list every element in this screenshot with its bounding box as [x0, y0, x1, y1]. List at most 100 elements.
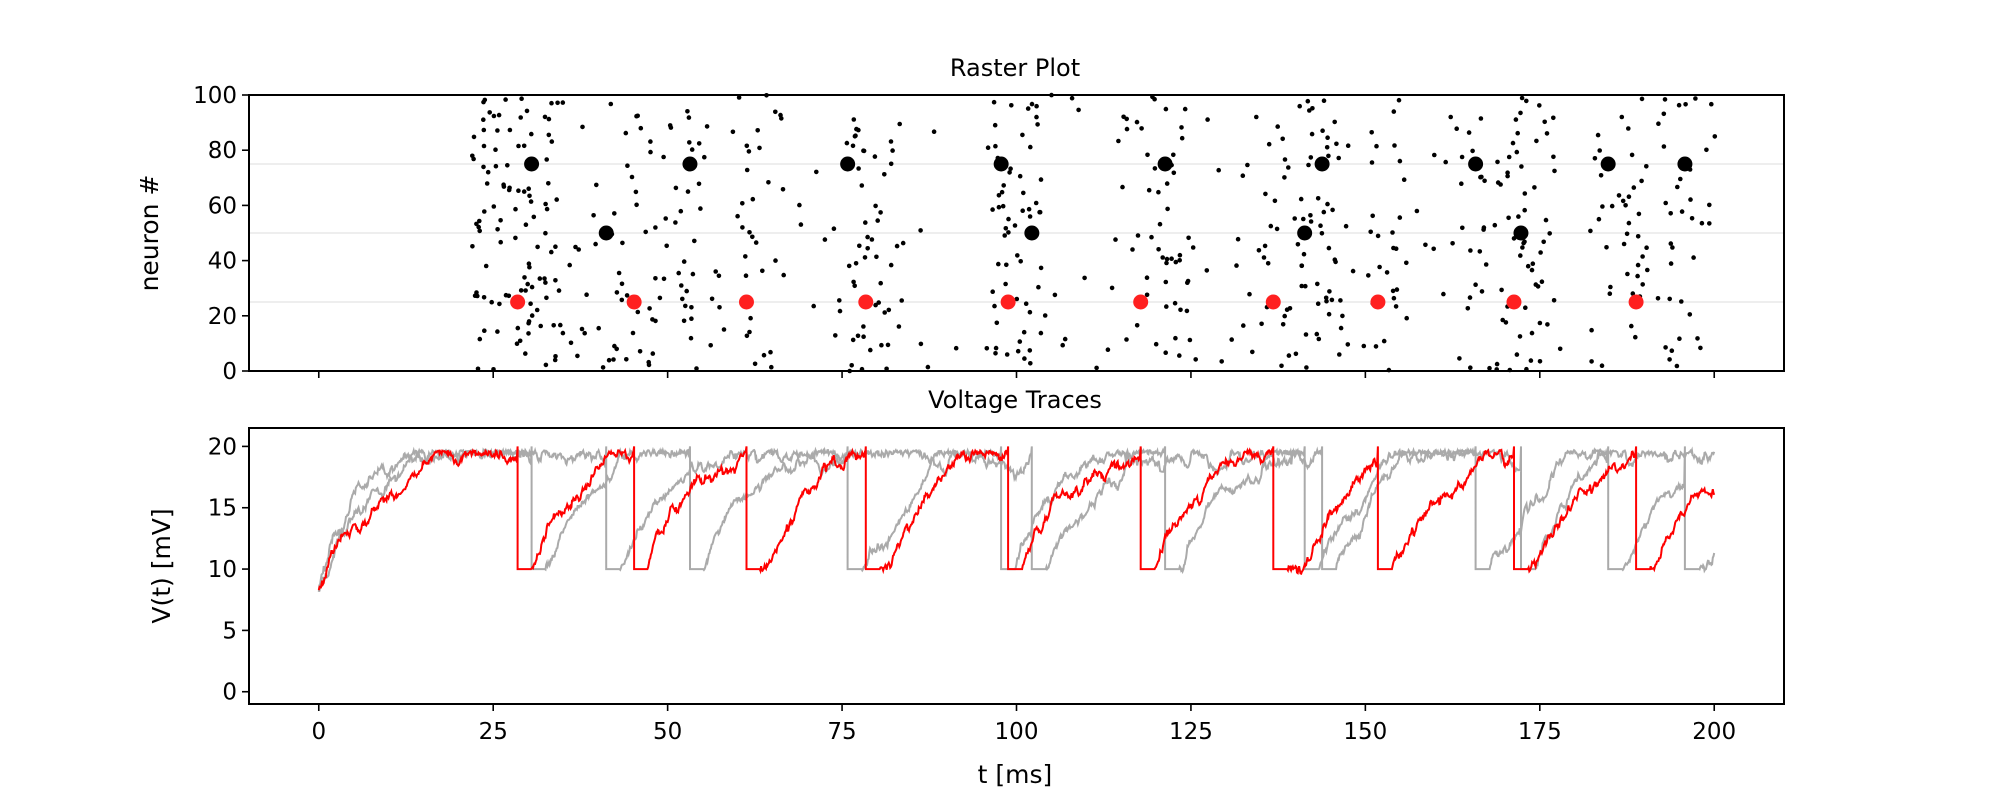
raster-dot-219: [884, 366, 889, 372]
raster-dot-226: [1396, 97, 1402, 103]
raster-dot-13: [882, 172, 887, 177]
raster-dot-102: [470, 244, 475, 249]
raster-dot-200: [1397, 158, 1403, 164]
raster-dot-710: [501, 184, 507, 189]
raster-dot-493: [498, 218, 503, 223]
raster-dot-560: [984, 346, 990, 351]
raster-dot-541: [493, 163, 499, 169]
highlight-spike-n75-4: [1157, 156, 1173, 172]
raster-dot-163: [875, 218, 880, 223]
raster-dot-419: [747, 329, 752, 335]
raster-dot-516: [993, 143, 998, 149]
raster-dot-51: [879, 342, 884, 348]
raster-dot-27: [1404, 260, 1409, 266]
raster-dot-644: [1003, 226, 1009, 231]
voltage-xtick-label-7: 175: [1518, 719, 1562, 745]
raster-dot-255: [1457, 356, 1462, 361]
voltage-title: Voltage Traces: [928, 386, 1102, 414]
raster-dot-463: [1343, 223, 1349, 229]
raster-dot-254: [543, 280, 548, 285]
raster-dot-626: [1460, 225, 1465, 231]
raster-dot-485: [1340, 313, 1345, 319]
raster-dot-56: [1552, 168, 1557, 174]
highlight-spike-n25-4: [1000, 294, 1016, 310]
raster-dot-54: [1020, 132, 1025, 138]
raster-dot-143: [1324, 145, 1330, 150]
raster-dot-499: [846, 263, 852, 269]
raster-dot-151: [1069, 95, 1075, 101]
raster-dot-682: [1187, 337, 1193, 343]
raster-dot-489: [1105, 347, 1111, 353]
raster-dot-526: [526, 331, 531, 336]
raster-dot-592: [1505, 173, 1510, 179]
raster-dot-610: [616, 270, 622, 276]
voltage-xtick-label-1: 25: [479, 719, 508, 745]
raster-dot-562: [1164, 256, 1170, 262]
raster-dot-706: [1287, 306, 1293, 311]
raster-dot-321: [611, 357, 616, 362]
raster-dot-120: [1699, 220, 1705, 226]
raster-dot-179: [1482, 178, 1487, 184]
raster-dot-139: [1478, 174, 1483, 180]
raster-dot-645: [528, 199, 534, 204]
raster-dot-107: [1505, 170, 1510, 175]
raster-dot-252: [1368, 229, 1373, 235]
raster-dot-194: [1305, 98, 1311, 104]
raster-dot-170: [1163, 350, 1168, 356]
raster-dot-671: [994, 320, 1000, 326]
raster-dot-377: [1297, 103, 1302, 109]
raster-dot-34: [1177, 252, 1183, 258]
raster-dot-477: [1450, 241, 1455, 246]
raster-dot-217: [1052, 292, 1058, 298]
raster-dot-604: [1135, 233, 1141, 238]
raster-dot-32: [517, 338, 523, 344]
raster-dot-433: [849, 363, 854, 368]
raster-dot-396: [1678, 176, 1683, 182]
raster-dot-590: [542, 114, 548, 120]
raster-dot-631: [873, 302, 878, 308]
voltage-y-axis: 0 5 10 15 20: [208, 434, 249, 706]
raster-dot-421: [1597, 148, 1602, 153]
raster-dot-404: [757, 145, 762, 151]
raster-dot-381: [1679, 209, 1685, 214]
raster-dot-525: [696, 181, 702, 187]
raster-dot-70: [1466, 130, 1472, 135]
raster-dot-481: [768, 349, 773, 355]
raster-dot-700: [735, 213, 740, 219]
raster-dot-550: [746, 149, 752, 154]
raster-dot-407: [1633, 334, 1638, 340]
raster-dot-281: [1510, 140, 1516, 146]
raster-dot-238: [1629, 323, 1634, 329]
raster-dot-519: [850, 143, 856, 149]
raster-dot-211: [861, 148, 867, 154]
raster-dot-79: [549, 139, 555, 144]
raster-dot-289: [503, 292, 509, 298]
raster-dot-42: [514, 341, 520, 347]
voltage-xtick-label-0: 0: [311, 719, 326, 745]
raster-dot-366: [1448, 114, 1453, 120]
raster-dot-330: [931, 129, 937, 134]
raster-dot-320: [766, 180, 771, 185]
raster-dot-142: [1588, 228, 1593, 234]
raster-dot-556: [702, 154, 707, 160]
raster-dot-291: [1304, 365, 1309, 370]
raster-dot-663: [1295, 242, 1301, 247]
raster-dot-277: [1506, 215, 1511, 221]
raster-dot-376: [778, 112, 783, 118]
raster-dot-686: [546, 116, 552, 122]
raster-dot-10: [1543, 217, 1549, 223]
raster-dot-21: [1492, 222, 1498, 228]
raster-dot-593: [1635, 262, 1641, 268]
raster-dot-296: [523, 222, 529, 227]
raster-dot-96: [687, 140, 692, 145]
raster-dot-329: [1454, 126, 1459, 131]
raster-dot-627: [516, 143, 521, 149]
raster-dot-346: [513, 235, 518, 241]
raster-dot-614: [1663, 200, 1668, 206]
raster-dot-318: [575, 353, 580, 359]
raster-dot-509: [481, 295, 487, 300]
raster-dot-298: [1261, 255, 1267, 260]
raster-dot-558: [1431, 246, 1436, 252]
raster-dot-171: [1173, 259, 1179, 265]
